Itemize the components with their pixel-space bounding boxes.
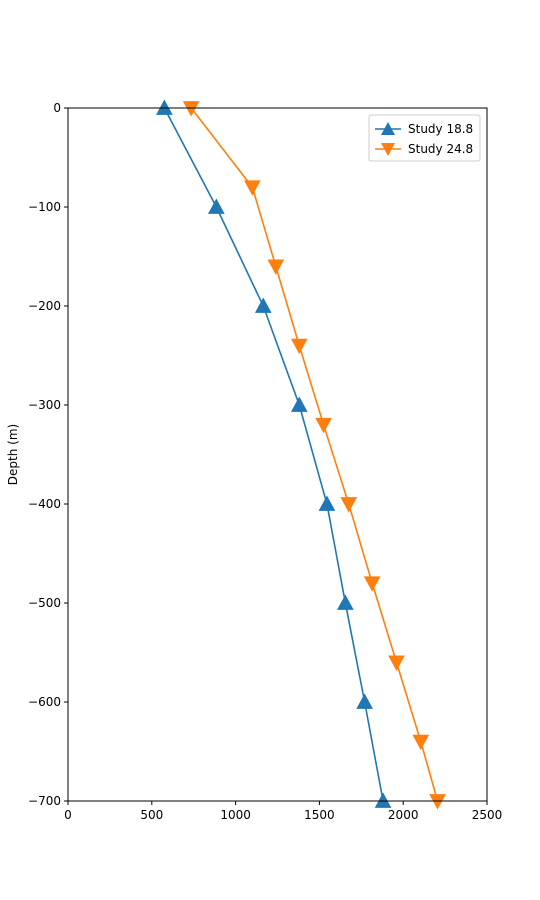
series-line-2 <box>190 107 439 802</box>
data-point <box>340 497 358 513</box>
x-tick-label: 2000 <box>388 808 419 822</box>
x-tick-label: 500 <box>140 808 163 822</box>
data-point <box>356 693 373 709</box>
legend: Study 18.8 Study 24.8 <box>368 114 481 162</box>
data-point <box>207 198 225 214</box>
y-tick-label: −500 <box>28 596 61 610</box>
x-tick-label: 1500 <box>304 808 335 822</box>
data-point <box>156 99 173 115</box>
data-point <box>337 594 354 610</box>
legend-entry: Study 18.8 <box>408 122 473 136</box>
plot-frame <box>67 107 488 802</box>
legend-entry: Study 24.8 <box>408 142 473 156</box>
series-layer <box>156 99 446 810</box>
y-tick-label: −400 <box>28 497 61 511</box>
data-point <box>182 101 200 117</box>
data-point <box>318 495 336 511</box>
x-tick-label: 2500 <box>472 808 503 822</box>
data-point <box>412 734 430 751</box>
y-tick-label: −100 <box>28 200 61 214</box>
data-point <box>267 259 285 275</box>
y-tick-label: 0 <box>53 101 61 115</box>
data-point <box>290 396 308 412</box>
data-point <box>244 180 261 196</box>
y-tick-label: −300 <box>28 398 61 412</box>
data-point <box>363 576 381 592</box>
y-tick-label: −700 <box>28 794 61 808</box>
x-tick-label: 1000 <box>220 808 251 822</box>
legend-marker <box>381 143 395 156</box>
y-tick-label: −600 <box>28 695 61 709</box>
legend-marker <box>381 122 395 135</box>
x-tick-label: 0 <box>64 808 72 822</box>
y-axis-ticks: 0 −100 −200 −300 −400 −500 −600 −700 <box>28 101 68 808</box>
data-point <box>315 417 332 434</box>
y-tick-label: −200 <box>28 299 61 313</box>
x-axis-ticks: 0 500 1000 1500 2000 2500 <box>64 801 502 822</box>
series-line-1 <box>163 107 384 802</box>
data-point <box>374 792 392 808</box>
data-point <box>388 655 405 671</box>
data-point <box>429 794 446 810</box>
data-point <box>290 338 308 355</box>
data-point <box>254 297 272 313</box>
y-axis-label: Depth (m) <box>6 424 20 485</box>
